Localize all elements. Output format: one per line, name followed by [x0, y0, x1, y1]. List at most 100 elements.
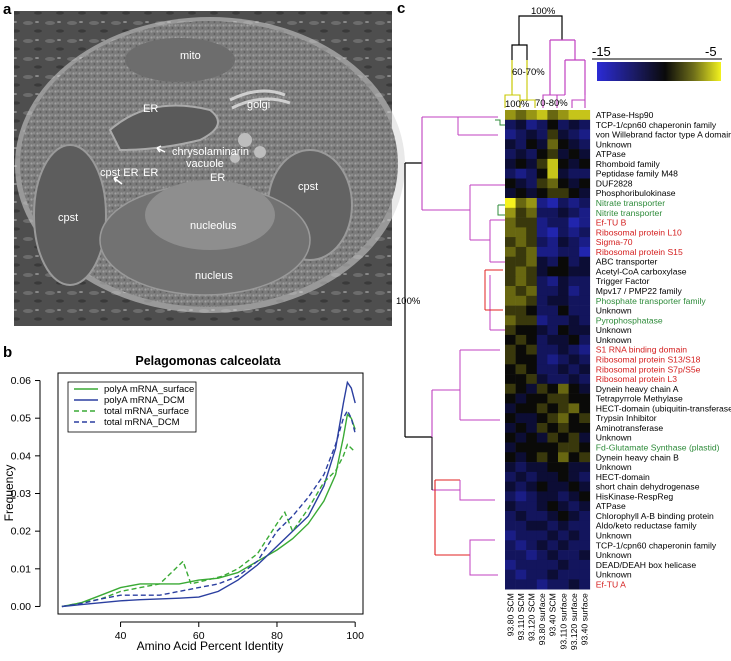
y-tick-label: 0.03 [11, 488, 32, 500]
heatmap-cell [505, 579, 516, 590]
heatmap-cell [515, 413, 527, 424]
heatmap-cell [558, 276, 569, 287]
heatmap-row-label: Mpv17 / PMP22 family [596, 286, 683, 296]
em-label-chrysolaminarin: chrysolaminarin [172, 146, 249, 158]
heatmap-cell [547, 266, 559, 277]
heatmap-cell [558, 178, 569, 189]
heatmap-cell [558, 305, 569, 316]
heatmap-cell [526, 354, 538, 365]
heatmap-cell [547, 305, 559, 316]
heatmap-cell [547, 452, 559, 463]
chart-title: Pelagomonas calceolata [135, 354, 281, 368]
x-tick-label: 100 [346, 630, 364, 642]
heatmap-cell [568, 237, 580, 248]
heatmap-cell [547, 579, 559, 590]
heatmap-cell [568, 227, 580, 238]
heatmap-cell [568, 149, 580, 160]
heatmap-cell [558, 393, 569, 404]
heatmap-cell [536, 423, 548, 434]
heatmap-cell [536, 471, 548, 482]
heatmap-cell [558, 579, 569, 590]
heatmap-cell [579, 207, 591, 218]
heatmap-cell [505, 315, 516, 326]
heatmap-cell [579, 550, 591, 561]
em-micrograph [14, 11, 405, 326]
heatmap-row-label: Phosphate transporter family [596, 296, 707, 306]
heatmap-cell [547, 246, 559, 257]
heatmap-cell [536, 158, 548, 169]
scale-min-label: -15 [592, 44, 611, 59]
heatmap-column-label: 93.40 SCM [548, 593, 558, 636]
heatmap-cell [568, 569, 580, 580]
heatmap-cell [558, 149, 569, 160]
heatmap-row-label: Fd-Glutamate Synthase (plastid) [596, 443, 720, 453]
heatmap-cell [505, 540, 516, 551]
heatmap-cell [536, 432, 548, 443]
heatmap-cell [515, 168, 527, 179]
heatmap-cell [515, 305, 527, 316]
heatmap-cell [558, 237, 569, 248]
heatmap-cell [568, 325, 580, 336]
heatmap-cell [568, 501, 580, 512]
heatmap-cell [526, 579, 538, 590]
heatmap-cell [579, 315, 591, 326]
heatmap-cell [515, 540, 527, 551]
heatmap-cell [536, 207, 548, 218]
heatmap-cell [579, 413, 591, 424]
heatmap-cell [579, 334, 591, 345]
heatmap-cell [568, 295, 580, 306]
heatmap-row-label: ATPase [596, 501, 626, 511]
heatmap-cell [536, 266, 548, 277]
heatmap-cell [579, 158, 591, 169]
heatmap-column-label: 93.40 surface [580, 593, 590, 645]
heatmap-cell [558, 442, 569, 453]
heatmap-cell [505, 334, 516, 345]
panel-b: b Pelagomonas calceolata 0.000.010.020.0… [2, 344, 364, 653]
heatmap-cell [536, 579, 548, 590]
heatmap-cell [568, 432, 580, 443]
em-label-cpst-er: cpst ER [100, 167, 139, 179]
heatmap-cell [505, 432, 516, 443]
heatmap-cell [558, 344, 569, 355]
heatmap-cell [515, 452, 527, 463]
heatmap-row-label: ATPase-Hsp90 [596, 110, 654, 120]
heatmap-cell [505, 168, 516, 179]
heatmap-cell [579, 481, 591, 492]
panel-a-label: a [3, 1, 12, 18]
heatmap-cell [579, 237, 591, 248]
heatmap-cell [558, 501, 569, 512]
x-axis: 40 60 80 100 [115, 621, 364, 642]
panel-c-label: c [397, 0, 405, 17]
heatmap-cell [579, 217, 591, 228]
heatmap-row-label: Dynein heavy chain B [596, 452, 679, 462]
heatmap-cell [515, 579, 527, 590]
heatmap-cell [579, 383, 591, 394]
heatmap-cell [526, 540, 538, 551]
heatmap-cell [547, 501, 559, 512]
heatmap-cell [536, 530, 548, 541]
heatmap-row-label: Unknown [596, 462, 632, 472]
heatmap-cell [568, 481, 580, 492]
heatmap-cell [547, 188, 559, 199]
y-tick-label: 0.01 [11, 563, 32, 575]
heatmap-cell [515, 295, 527, 306]
em-label-mito: mito [180, 50, 201, 62]
heatmap-cell [505, 491, 516, 502]
heatmap-row-label: Nitrite transporter [596, 208, 663, 218]
heatmap-row-label: Dynein heavy chain A [596, 384, 679, 394]
heatmap-cell [515, 423, 527, 434]
heatmap-cell [558, 198, 569, 209]
heatmap-row-label: Aldo/keto reductase family [596, 521, 697, 531]
heatmap-cell [579, 266, 591, 277]
heatmap-cell [547, 334, 559, 345]
heatmap-cell [526, 305, 538, 316]
heatmap-row-label: TCP-1/cpn60 chaperonin family [596, 120, 717, 130]
heatmap-cell [536, 462, 548, 473]
heatmap-cell [526, 237, 538, 248]
heatmap-cell [536, 246, 548, 257]
legend-label: total mRNA_surface [104, 406, 189, 417]
heatmap-cell [526, 266, 538, 277]
heatmap-cell [547, 237, 559, 248]
heatmap-cell [568, 559, 580, 570]
heatmap-cell [515, 550, 527, 561]
